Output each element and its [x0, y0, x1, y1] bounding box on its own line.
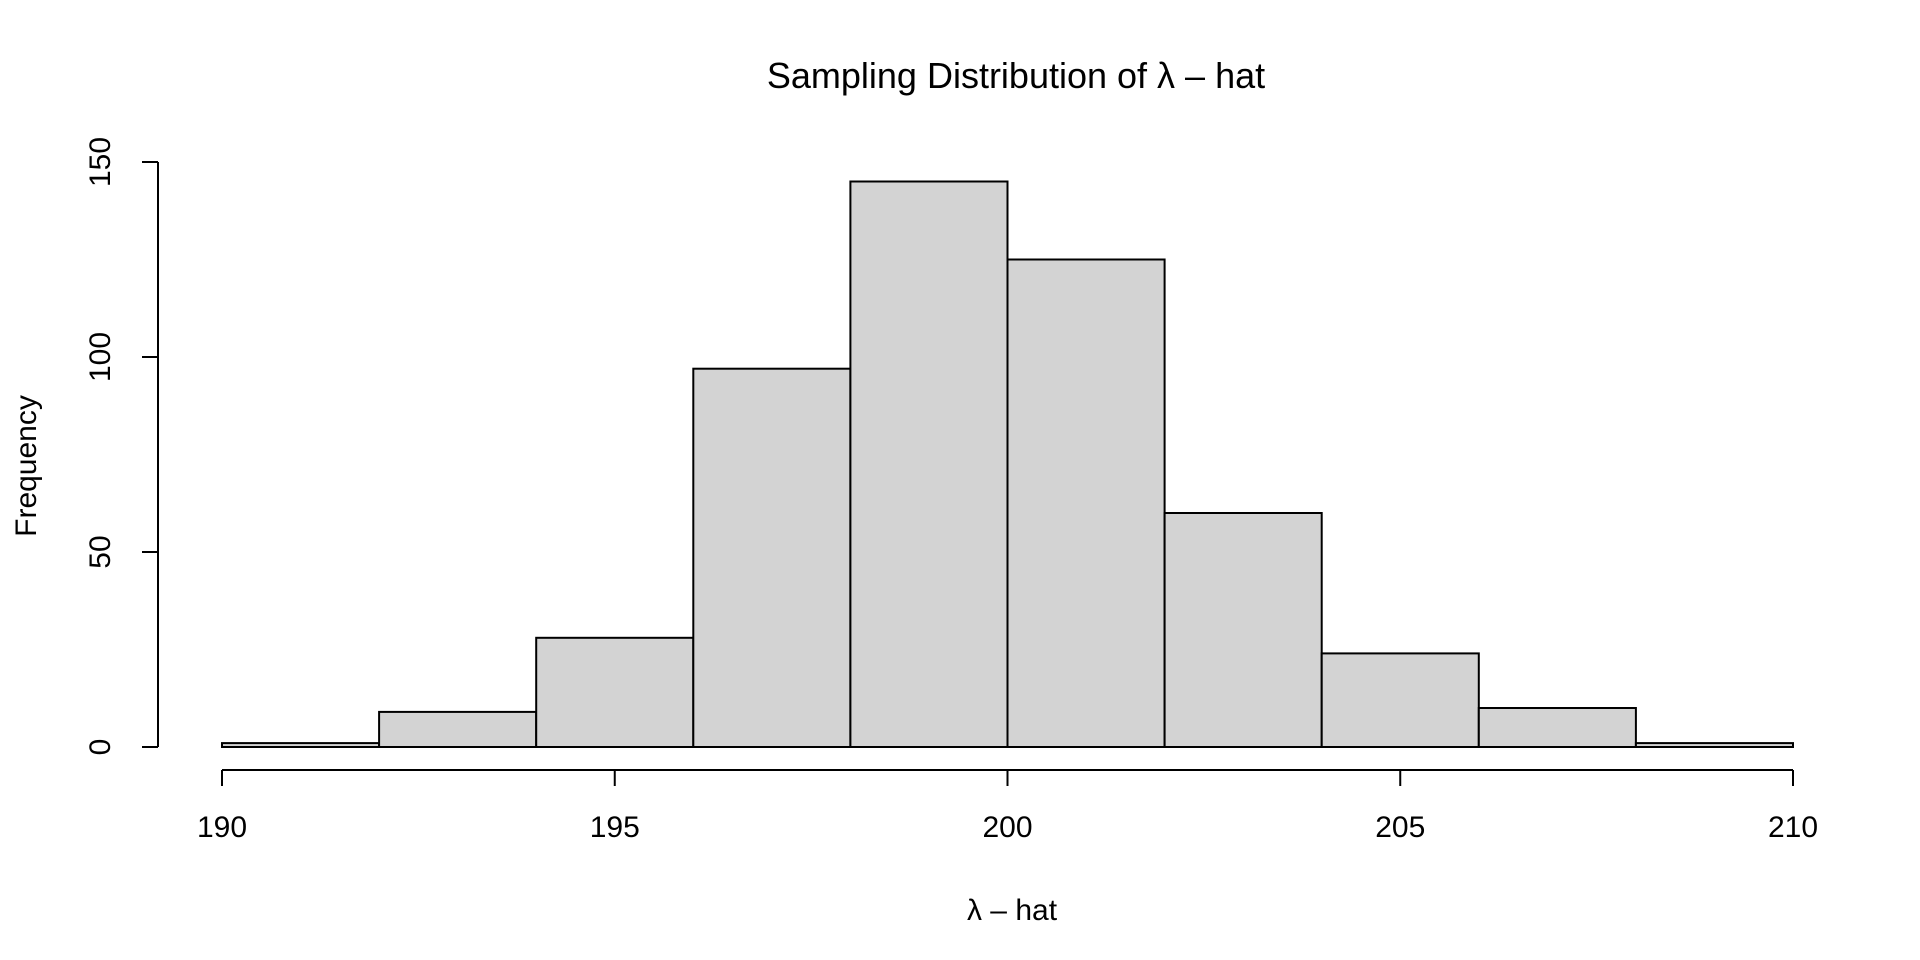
- x-axis-label: λ – hat: [967, 894, 1058, 927]
- x-tick-label: 200: [982, 811, 1032, 844]
- histogram-bar: [1477, 707, 1637, 748]
- y-axis: 0 50 100 150: [84, 137, 159, 756]
- histogram-bars: [221, 180, 1795, 749]
- x-tick-label: 195: [590, 811, 640, 844]
- y-tick-label: 150: [84, 137, 117, 187]
- histogram-bar: [1163, 512, 1323, 748]
- y-tick-label: 0: [84, 739, 117, 756]
- histogram-bar: [221, 742, 381, 748]
- histogram-bar: [692, 367, 852, 748]
- x-tick-label: 190: [197, 811, 247, 844]
- histogram-bar: [1006, 258, 1166, 748]
- y-tick-label: 50: [84, 535, 117, 568]
- histogram-bar: [535, 636, 695, 748]
- chart-title: Sampling Distribution of λ – hat: [767, 55, 1265, 96]
- histogram-bar: [378, 710, 538, 749]
- x-tick-label: 205: [1375, 811, 1425, 844]
- y-axis-label: Frequency: [10, 395, 43, 537]
- histogram-bar: [849, 180, 1009, 748]
- y-tick-label: 100: [84, 332, 117, 382]
- histogram-bar: [1634, 742, 1795, 748]
- x-axis: 190 195 200 205 210: [197, 769, 1818, 844]
- x-tick-label: 210: [1768, 811, 1818, 844]
- histogram-bar: [1320, 652, 1480, 749]
